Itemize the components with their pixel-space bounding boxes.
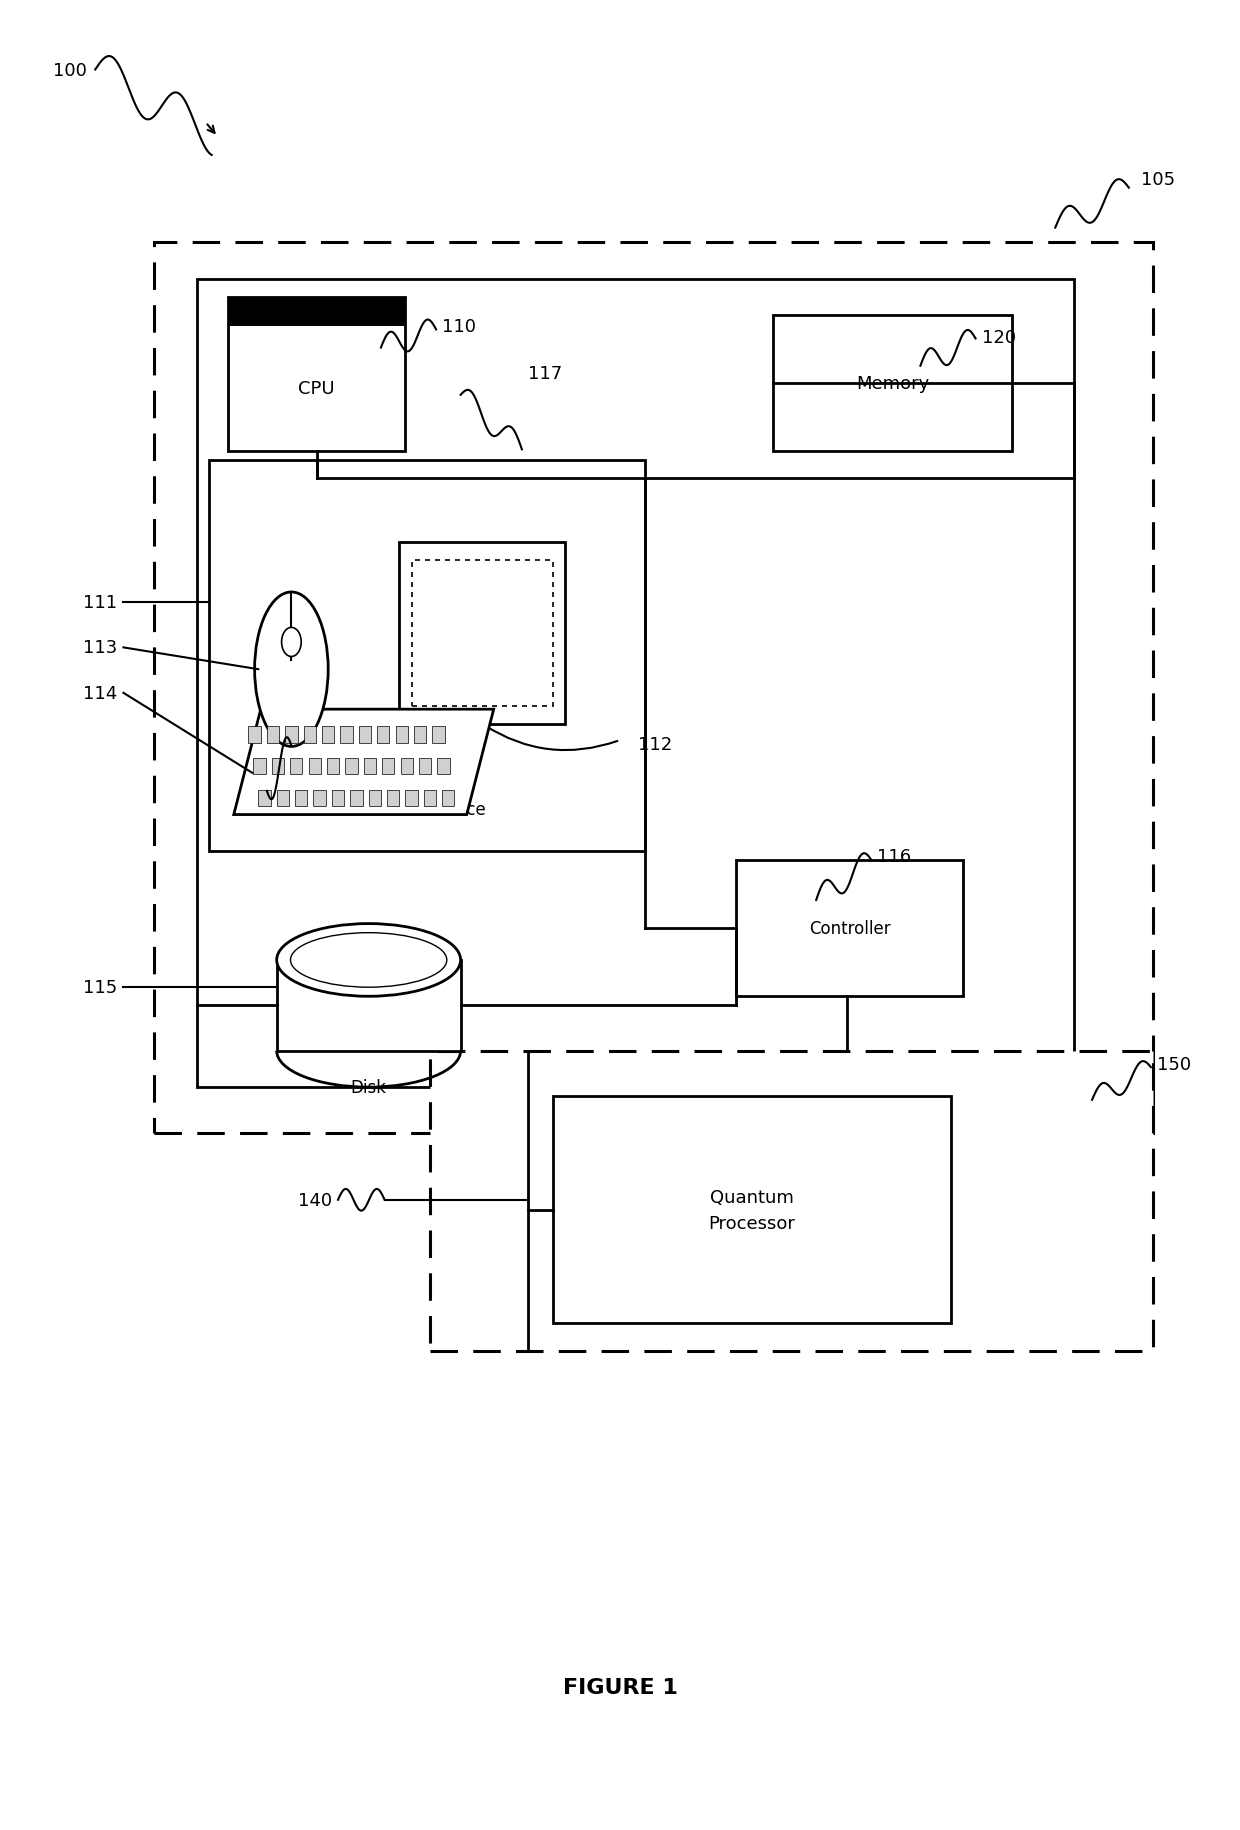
FancyBboxPatch shape [277, 791, 289, 807]
Text: 112: 112 [639, 736, 672, 754]
FancyBboxPatch shape [197, 280, 1074, 1087]
FancyBboxPatch shape [314, 791, 326, 807]
FancyBboxPatch shape [443, 791, 455, 807]
FancyBboxPatch shape [304, 727, 316, 743]
FancyBboxPatch shape [322, 727, 335, 743]
FancyBboxPatch shape [368, 791, 381, 807]
Text: Memory: Memory [856, 375, 930, 393]
FancyBboxPatch shape [290, 759, 303, 774]
Text: Disk: Disk [351, 1078, 387, 1096]
FancyBboxPatch shape [327, 759, 340, 774]
Text: 100: 100 [53, 62, 87, 79]
Text: User Interface: User Interface [368, 802, 486, 818]
FancyBboxPatch shape [228, 298, 405, 326]
Text: Quantum
Processor: Quantum Processor [708, 1188, 795, 1232]
Polygon shape [234, 710, 494, 814]
FancyBboxPatch shape [277, 961, 460, 1050]
FancyBboxPatch shape [228, 298, 405, 452]
FancyBboxPatch shape [399, 544, 565, 725]
Text: 140: 140 [298, 1191, 332, 1210]
FancyBboxPatch shape [309, 759, 321, 774]
Text: CPU: CPU [299, 381, 335, 399]
FancyBboxPatch shape [350, 791, 362, 807]
FancyBboxPatch shape [285, 727, 298, 743]
FancyBboxPatch shape [248, 727, 260, 743]
FancyBboxPatch shape [401, 759, 413, 774]
FancyBboxPatch shape [412, 560, 553, 706]
FancyBboxPatch shape [258, 791, 270, 807]
Text: 111: 111 [83, 593, 118, 611]
FancyBboxPatch shape [414, 727, 427, 743]
Text: 116: 116 [878, 847, 911, 866]
FancyBboxPatch shape [377, 727, 389, 743]
Text: 150: 150 [1157, 1054, 1192, 1072]
FancyBboxPatch shape [154, 243, 1153, 1133]
FancyBboxPatch shape [424, 791, 436, 807]
Ellipse shape [254, 593, 329, 747]
FancyBboxPatch shape [332, 791, 345, 807]
FancyBboxPatch shape [346, 759, 357, 774]
Text: 120: 120 [982, 328, 1016, 346]
FancyBboxPatch shape [210, 461, 645, 851]
Text: 113: 113 [83, 639, 118, 657]
FancyBboxPatch shape [405, 791, 418, 807]
FancyBboxPatch shape [363, 759, 376, 774]
Circle shape [281, 628, 301, 657]
FancyBboxPatch shape [272, 759, 284, 774]
FancyBboxPatch shape [253, 759, 265, 774]
FancyBboxPatch shape [387, 791, 399, 807]
Text: FIGURE 1: FIGURE 1 [563, 1676, 677, 1696]
FancyBboxPatch shape [430, 1050, 1153, 1351]
FancyBboxPatch shape [358, 727, 371, 743]
Text: 110: 110 [443, 318, 476, 335]
FancyBboxPatch shape [295, 791, 308, 807]
FancyBboxPatch shape [267, 727, 279, 743]
FancyBboxPatch shape [737, 860, 963, 997]
FancyBboxPatch shape [774, 317, 1012, 452]
FancyBboxPatch shape [382, 759, 394, 774]
FancyBboxPatch shape [396, 727, 408, 743]
FancyBboxPatch shape [438, 759, 450, 774]
Text: Controller: Controller [808, 920, 890, 937]
Text: 114: 114 [83, 684, 118, 703]
Text: 115: 115 [83, 979, 118, 997]
Text: 117: 117 [528, 364, 562, 382]
Ellipse shape [290, 933, 446, 988]
FancyBboxPatch shape [341, 727, 352, 743]
FancyBboxPatch shape [419, 759, 432, 774]
Ellipse shape [277, 924, 460, 997]
FancyBboxPatch shape [553, 1096, 951, 1323]
Text: 105: 105 [1141, 170, 1176, 188]
FancyBboxPatch shape [433, 727, 445, 743]
